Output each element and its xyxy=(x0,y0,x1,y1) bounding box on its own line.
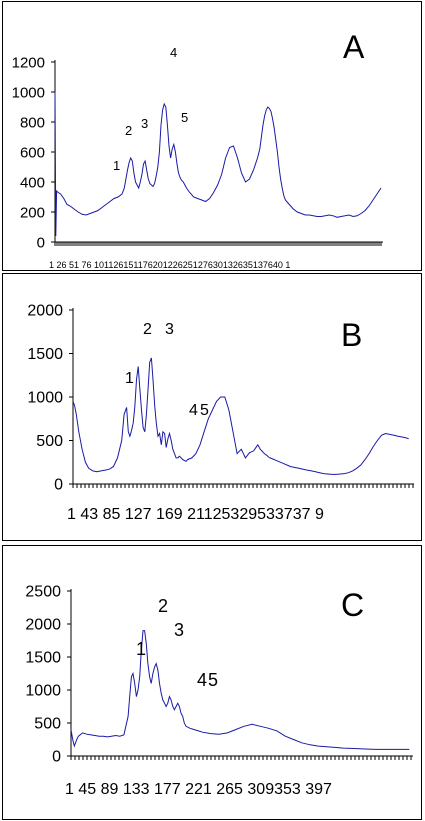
y-tick-label: 1500 xyxy=(25,650,61,667)
peak-label: 5 xyxy=(200,402,209,419)
panel-letter: A xyxy=(343,29,365,65)
y-tick-label: 800 xyxy=(20,114,45,131)
peak-label: 4 xyxy=(189,402,198,419)
peak-label: 3 xyxy=(174,620,184,640)
peak-label: 2 xyxy=(125,123,132,138)
y-tick-label: 0 xyxy=(54,477,63,494)
y-tick-label: 500 xyxy=(34,716,61,733)
y-tick-label: 1000 xyxy=(25,683,61,700)
peak-label: 4 xyxy=(170,45,177,60)
peak-label: 5 xyxy=(181,110,188,125)
chart-a-svg: 0 200 400 600 800 1000 1200 1 26 51 76 10112615… xyxy=(12,29,383,270)
peak-label: 3 xyxy=(165,321,174,338)
chart-panel-c: 0 500 1000 1500 2000 2500 1 45 89 133 177 221 … xyxy=(2,545,422,820)
series-line xyxy=(72,357,409,475)
peak-label: 1 xyxy=(125,370,134,387)
panel-letter: B xyxy=(341,317,362,353)
chart-c-svg: 0 500 1000 1500 2000 2500 1 45 89 133 177 221 … xyxy=(25,584,413,798)
y-tick-label: 600 xyxy=(20,144,45,161)
peak-label: 4 xyxy=(197,670,207,690)
chart-b-svg: 0 500 1000 1500 2000 1 43 85 127 169 21125329… xyxy=(27,303,414,523)
peak-label: 2 xyxy=(158,596,168,616)
y-tick-label: 2000 xyxy=(27,303,63,320)
y-tick-label: 500 xyxy=(36,433,63,450)
peak-label: 1 xyxy=(136,639,146,659)
y-tick-label: 1000 xyxy=(27,390,63,407)
y-tick-label: 2000 xyxy=(25,617,61,634)
peak-label: 5 xyxy=(208,670,218,690)
x-tick-labels: 1 45 89 133 177 221 265 309353 397 xyxy=(65,781,332,798)
y-tick-label: 1500 xyxy=(27,346,63,363)
peak-label: 1 xyxy=(113,158,120,173)
peak-label: 2 xyxy=(143,321,152,338)
series-line xyxy=(54,91,382,237)
x-tick-labels: 1 43 85 127 169 21125329533737 9 xyxy=(67,506,324,523)
y-tick-label: 1200 xyxy=(12,54,45,71)
y-tick-label: 2500 xyxy=(25,584,61,601)
peak-label: 3 xyxy=(141,116,148,131)
y-tick-label: 0 xyxy=(52,749,61,766)
x-tick-labels: 1 26 51 76 10112615117620122625127630132… xyxy=(49,260,290,270)
chart-panel-b: 0 500 1000 1500 2000 1 43 85 127 169 21125329… xyxy=(2,273,422,541)
y-tick-label: 0 xyxy=(37,234,45,251)
chart-panel-a: 0 200 400 600 800 1000 1200 1 26 51 76 10112615… xyxy=(2,1,422,271)
y-tick-label: 400 xyxy=(20,174,45,191)
y-tick-label: 1000 xyxy=(12,84,45,101)
series-line xyxy=(70,630,410,750)
panel-letter: C xyxy=(341,587,364,623)
y-tick-label: 200 xyxy=(20,204,45,221)
